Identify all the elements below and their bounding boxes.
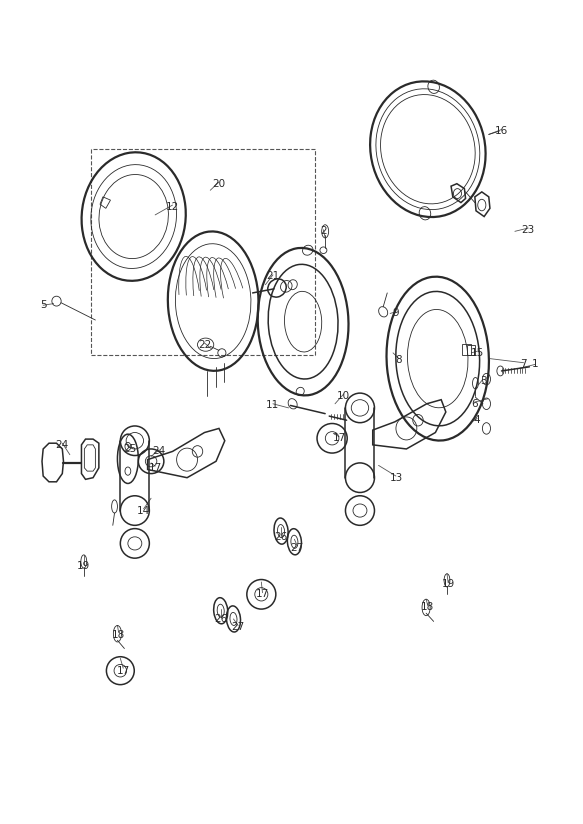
Text: 11: 11	[266, 400, 280, 410]
Text: 21: 21	[266, 271, 280, 282]
Text: 26: 26	[275, 531, 287, 542]
Text: 12: 12	[166, 202, 179, 212]
Text: 3: 3	[480, 376, 486, 386]
Text: 17: 17	[149, 463, 161, 473]
Text: 17: 17	[332, 433, 346, 443]
Text: 27: 27	[291, 542, 304, 553]
Text: 17: 17	[256, 589, 269, 599]
Text: 18: 18	[422, 602, 434, 612]
Text: 10: 10	[337, 391, 350, 400]
Text: 19: 19	[441, 579, 455, 589]
Text: 1: 1	[532, 359, 539, 369]
Text: 24: 24	[153, 447, 166, 456]
Text: 22: 22	[198, 339, 211, 349]
Text: 18: 18	[112, 630, 125, 640]
Text: 8: 8	[395, 355, 402, 365]
Text: 13: 13	[389, 473, 403, 483]
Text: 19: 19	[77, 561, 90, 571]
Text: 2: 2	[320, 227, 326, 236]
Text: 27: 27	[231, 622, 245, 632]
Text: 26: 26	[214, 614, 227, 624]
Text: 9: 9	[392, 308, 399, 318]
Text: 15: 15	[470, 348, 484, 358]
Text: 5: 5	[40, 300, 47, 311]
Text: 17: 17	[117, 666, 130, 676]
Text: 24: 24	[56, 440, 69, 450]
Text: 16: 16	[495, 126, 508, 136]
Text: 4: 4	[474, 415, 480, 425]
Text: 23: 23	[522, 225, 535, 235]
Text: 20: 20	[212, 179, 226, 189]
Text: 14: 14	[137, 506, 150, 516]
Text: 6: 6	[471, 399, 477, 409]
Text: 7: 7	[520, 359, 527, 369]
Text: 25: 25	[124, 444, 137, 454]
